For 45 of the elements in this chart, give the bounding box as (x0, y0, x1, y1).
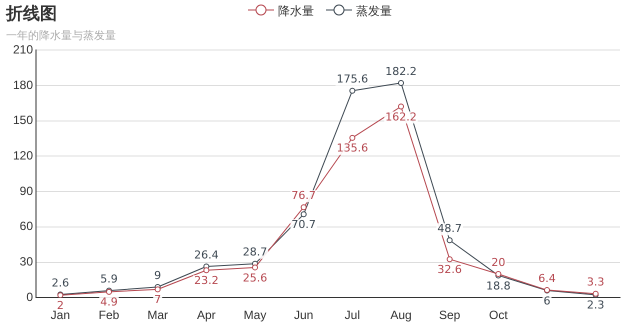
chart-title: 折线图 (6, 3, 57, 25)
data-label: 5.9 (100, 272, 118, 286)
x-tick-label: Sep (438, 308, 461, 322)
x-tick-label: May (244, 308, 266, 322)
y-tick-label: 150 (12, 113, 34, 128)
legend-label: 降水量 (277, 4, 314, 18)
x-tick-label: Mar (147, 308, 168, 322)
data-label: 182.2 (385, 64, 417, 78)
y-tick-label: 210 (12, 42, 34, 57)
data-label: 162.2 (385, 110, 417, 124)
data-label: 2 (56, 299, 64, 312)
data-label: 4.9 (100, 296, 118, 309)
data-label: 28.7 (242, 246, 268, 259)
x-tick-label: Feb (98, 308, 120, 322)
data-label: 18.8 (486, 279, 511, 292)
data-label: 25.6 (242, 271, 268, 284)
y-tick-label: 180 (12, 78, 34, 92)
data-label: 2.6 (52, 276, 70, 290)
y-tick-label: 120 (12, 148, 34, 163)
data-label: 9 (154, 268, 162, 282)
x-tick-label: Oct (489, 308, 508, 322)
data-label: 175.6 (336, 72, 368, 86)
x-tick-label: Jun (294, 308, 314, 322)
data-label: 20 (491, 256, 506, 269)
data-label: 26.4 (194, 248, 219, 262)
y-tick-label: 90 (20, 184, 34, 198)
y-tick-label: 0 (26, 290, 34, 304)
data-label: 6.4 (538, 272, 556, 285)
data-label: 70.7 (291, 218, 316, 232)
data-label: 3.3 (586, 276, 604, 289)
data-label: 7 (154, 293, 162, 306)
x-tick-label: Apr (197, 308, 216, 322)
x-tick-label: Jul (344, 308, 360, 322)
legend-label: 蒸发量 (354, 4, 392, 18)
y-tick-label: 30 (20, 254, 34, 269)
x-tick-label: Aug (390, 308, 412, 322)
data-label: 23.2 (194, 274, 219, 288)
chart-subtitle: 一年的降水量与蒸发量 (6, 28, 116, 43)
y-tick-label: 60 (20, 219, 34, 234)
data-label: 48.7 (437, 222, 462, 236)
data-label: 76.7 (291, 189, 316, 202)
data-label: 32.6 (437, 263, 462, 276)
data-label: 135.6 (336, 142, 368, 155)
data-label: 2.3 (586, 298, 604, 312)
data-label: 6 (544, 294, 551, 308)
